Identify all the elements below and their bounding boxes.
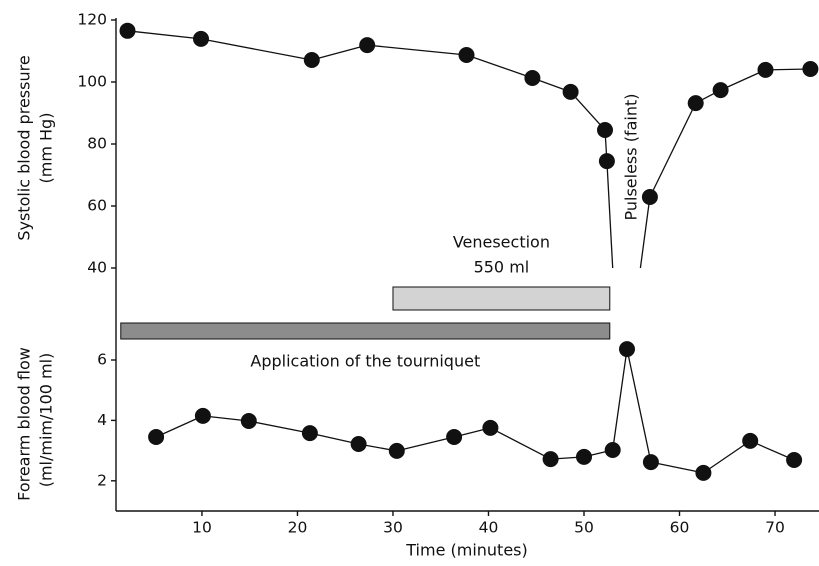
blood-flow-point (742, 432, 759, 449)
blood-flow-point (576, 448, 592, 465)
blood-flow-y-tick-label: 2 (97, 471, 107, 489)
y-axis-unit-blood-pressure: (mm Hg) (37, 113, 56, 184)
y-axis-title-blood-flow: Forearm blood flow (15, 347, 34, 501)
venesection-label: Venesection (453, 233, 550, 252)
blood-pressure-point (359, 37, 376, 54)
y-axis-title-blood-pressure: Systolic blood pressure (15, 55, 34, 240)
blood-pressure-point (458, 47, 475, 63)
blood-pressure-point (802, 61, 819, 77)
blood-pressure-y-tick-label: 80 (87, 135, 107, 153)
x-tick-label: 30 (383, 519, 403, 537)
interval-bars (120, 286, 611, 340)
blood-flow-point (301, 425, 318, 442)
pulseless-annotation: Pulseless (faint) (622, 94, 641, 221)
blood-pressure-point (597, 122, 613, 138)
blood-pressure-point (119, 22, 136, 39)
blood-pressure-line (127, 30, 614, 269)
blood-flow-point (786, 452, 803, 468)
x-tick-label: 70 (765, 519, 785, 537)
blood-pressure-y-tick-label: 60 (87, 197, 107, 215)
x-tick-label: 10 (192, 519, 212, 537)
blood-pressure-point (193, 30, 209, 47)
axes: 10 20 30 40 50 60 70 40 60 80 100 120 2 4 6 (77, 11, 819, 537)
blood-flow-point (388, 442, 405, 459)
blood-flow-point (619, 341, 635, 358)
blood-pressure-point (524, 70, 541, 86)
tourniquet-bar (120, 322, 611, 340)
blood-flow-y-tick-label: 6 (97, 351, 107, 369)
blood-pressure-point (562, 83, 579, 100)
y-axis-unit-blood-flow: (ml/mim/100 ml) (37, 353, 56, 488)
blood-flow-point (240, 413, 257, 429)
blood-pressure-point (687, 95, 704, 112)
x-tick-label: 50 (574, 519, 594, 537)
blood-pressure-line (639, 68, 811, 269)
blood-pressure-y-tick-label: 100 (77, 73, 107, 91)
blood-pressure-point (757, 61, 774, 78)
blood-flow-point (194, 407, 211, 424)
blood-flow-point (350, 436, 367, 452)
blood-flow-point (446, 429, 463, 445)
blood-flow-line (155, 348, 795, 474)
blood-flow-y-tick-label: 4 (97, 411, 107, 429)
blood-pressure-y-tick-label: 40 (87, 259, 107, 277)
venesection-volume-label: 550 ml (474, 258, 530, 277)
x-axis-title: Time (minutes) (405, 541, 528, 560)
blood-flow-point (604, 442, 621, 458)
blood-flow-point (642, 454, 659, 471)
x-tick-label: 60 (670, 519, 690, 537)
blood-flow-panel (148, 341, 803, 481)
blood-pressure-point (598, 153, 615, 170)
x-tick-label: 20 (288, 519, 308, 537)
blood-pressure-panel (119, 22, 819, 269)
blood-pressure-y-tick-label: 120 (77, 11, 107, 29)
blood-flow-point (695, 464, 712, 481)
blood-flow-point (542, 451, 559, 468)
blood-flow-point (482, 419, 499, 436)
blood-pressure-point (712, 82, 729, 99)
blood-flow-point (148, 429, 165, 445)
blood-pressure-point (303, 52, 320, 68)
x-tick-label: 40 (479, 519, 499, 537)
blood-pressure-point (641, 189, 658, 205)
tourniquet-label: Application of the tourniquet (250, 352, 480, 371)
venesection-bar (392, 286, 611, 311)
